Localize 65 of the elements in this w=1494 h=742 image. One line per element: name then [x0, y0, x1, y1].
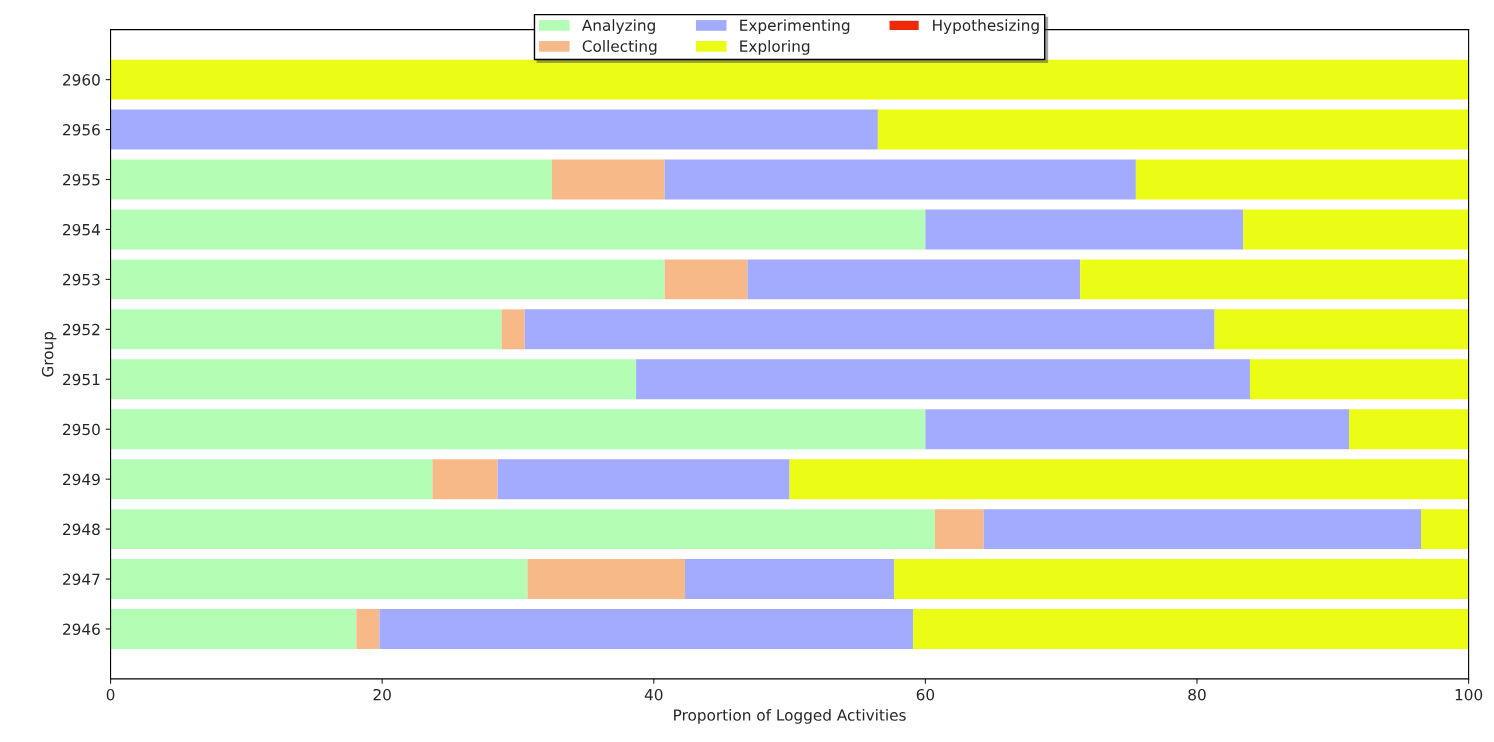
bar	[110, 259, 665, 300]
bar	[1421, 509, 1469, 550]
y-tick-label: 2952	[63, 323, 100, 336]
y-tick-label: 2950	[63, 423, 100, 436]
bar	[664, 259, 748, 300]
bar	[551, 159, 665, 200]
bar	[747, 259, 1081, 300]
y-tick-label: 2949	[63, 473, 100, 486]
bar	[894, 559, 1469, 600]
bar	[110, 609, 357, 649]
bar	[925, 409, 1350, 450]
bar	[1243, 209, 1469, 250]
legend-label: Collecting	[582, 40, 657, 55]
y-tick-label: 2955	[63, 173, 100, 186]
bar	[379, 609, 914, 649]
bar	[501, 309, 525, 350]
bar	[934, 509, 984, 550]
bar	[110, 409, 926, 450]
bar	[1349, 409, 1469, 450]
x-tick-label: 0	[106, 688, 115, 701]
legend-label: Hypothesizing	[933, 19, 1039, 34]
x-tick-label: 60	[916, 688, 935, 701]
bar	[1249, 359, 1469, 400]
legend-label: Experimenting	[740, 19, 850, 34]
y-axis-title: Group	[41, 331, 57, 377]
bar	[110, 509, 935, 550]
bar	[1214, 309, 1469, 350]
y-tick-label: 2948	[63, 523, 100, 536]
bar	[1135, 159, 1469, 200]
y-tick-label: 2947	[63, 573, 100, 586]
legend-label: Analyzing	[581, 19, 655, 34]
bar	[925, 209, 1244, 250]
x-tick-label: 40	[644, 688, 663, 701]
bar	[110, 209, 926, 250]
bar	[877, 109, 1469, 150]
bar	[432, 459, 498, 500]
bar	[636, 359, 1250, 400]
y-tick-label: 2956	[63, 124, 100, 136]
y-tick-label: 2951	[63, 373, 100, 386]
bar	[497, 459, 790, 500]
bar	[789, 459, 1469, 500]
bar	[983, 509, 1422, 550]
x-tick-label: 80	[1188, 688, 1206, 701]
bar	[110, 559, 528, 600]
bar	[527, 559, 686, 600]
bar	[356, 609, 380, 649]
x-tick-label: 20	[373, 688, 391, 701]
y-tick-label: 2954	[63, 223, 100, 236]
bar	[110, 359, 637, 400]
bar	[110, 109, 878, 150]
x-tick-label: 100	[1455, 688, 1483, 701]
legend-label: Exploring	[740, 40, 810, 55]
y-tick-label: 2946	[63, 623, 100, 636]
bar	[685, 559, 895, 600]
x-axis-title: Proportion of Logged Activities	[674, 708, 906, 724]
y-tick-label: 2953	[63, 273, 100, 286]
bar	[1080, 259, 1469, 300]
bar	[913, 609, 1469, 649]
bar	[524, 309, 1215, 350]
bar	[110, 309, 502, 350]
y-tick-label: 2960	[63, 74, 100, 86]
bar	[664, 159, 1136, 200]
bar	[110, 159, 552, 200]
bar	[110, 459, 433, 500]
bar	[110, 59, 1469, 100]
